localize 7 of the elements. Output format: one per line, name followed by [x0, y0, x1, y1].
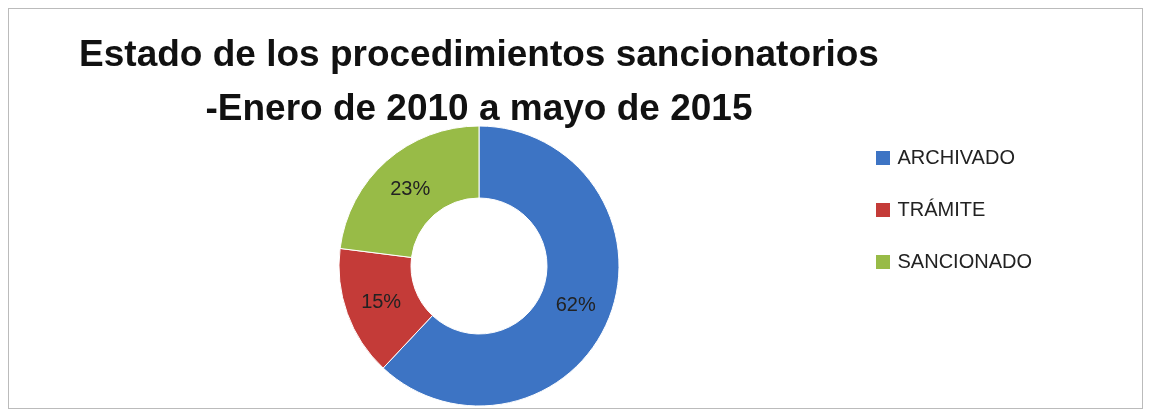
legend-label: SANCIONADO: [897, 249, 1032, 272]
legend-label: TRÁMITE: [897, 197, 986, 220]
data-label: 15%: [361, 290, 402, 313]
data-label: 23%: [390, 176, 431, 199]
data-label: 62%: [555, 293, 596, 316]
legend-label: ARCHIVADO: [897, 145, 1015, 168]
chart-title: Estado de los procedimientos sancionatorios -Enero de 2010 a mayo de 2015: [78, 32, 880, 130]
